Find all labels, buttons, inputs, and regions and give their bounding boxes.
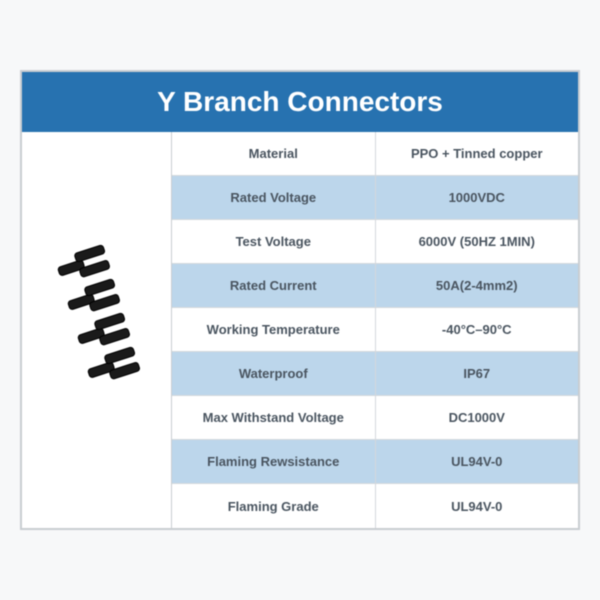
spec-row: WaterproofIP67 [172,352,578,396]
spec-label: Material [172,132,376,176]
spec-label: Flaming Rewsistance [172,440,376,484]
spec-value: IP67 [376,352,579,396]
spec-row: Flaming GradeUL94V-0 [172,484,578,528]
y-branch-connector-icon [37,230,157,430]
spec-row: MaterialPPO + Tinned copper [172,132,578,176]
spec-label: Flaming Grade [172,484,376,528]
spec-value: 6000V (50HZ 1MIN) [376,220,579,264]
panel-content: MaterialPPO + Tinned copperRated Voltage… [22,132,578,528]
spec-label: Working Temperature [172,308,376,352]
spec-value: 50A(2-4mm2) [376,264,579,308]
spec-row: Rated Voltage1000VDC [172,176,578,220]
spec-value: DC1000V [376,396,579,440]
spec-panel: Y Branch Connectors [20,70,580,530]
spec-row: Max Withstand VoltageDC1000V [172,396,578,440]
spec-value: 1000VDC [376,176,579,220]
spec-label: Rated Current [172,264,376,308]
spec-label: Waterproof [172,352,376,396]
spec-label: Rated Voltage [172,176,376,220]
spec-label: Test Voltage [172,220,376,264]
spec-value: PPO + Tinned copper [376,132,579,176]
spec-value: UL94V-0 [376,440,579,484]
spec-label: Max Withstand Voltage [172,396,376,440]
spec-row: Working Temperature-40°C–90°C [172,308,578,352]
spec-row: Rated Current50A(2-4mm2) [172,264,578,308]
panel-title: Y Branch Connectors [22,72,578,132]
spec-value: UL94V-0 [376,484,579,528]
spec-table: MaterialPPO + Tinned copperRated Voltage… [172,132,578,528]
spec-row: Flaming RewsistanceUL94V-0 [172,440,578,484]
spec-value: -40°C–90°C [376,308,579,352]
spec-row: Test Voltage6000V (50HZ 1MIN) [172,220,578,264]
product-image-cell [22,132,172,528]
